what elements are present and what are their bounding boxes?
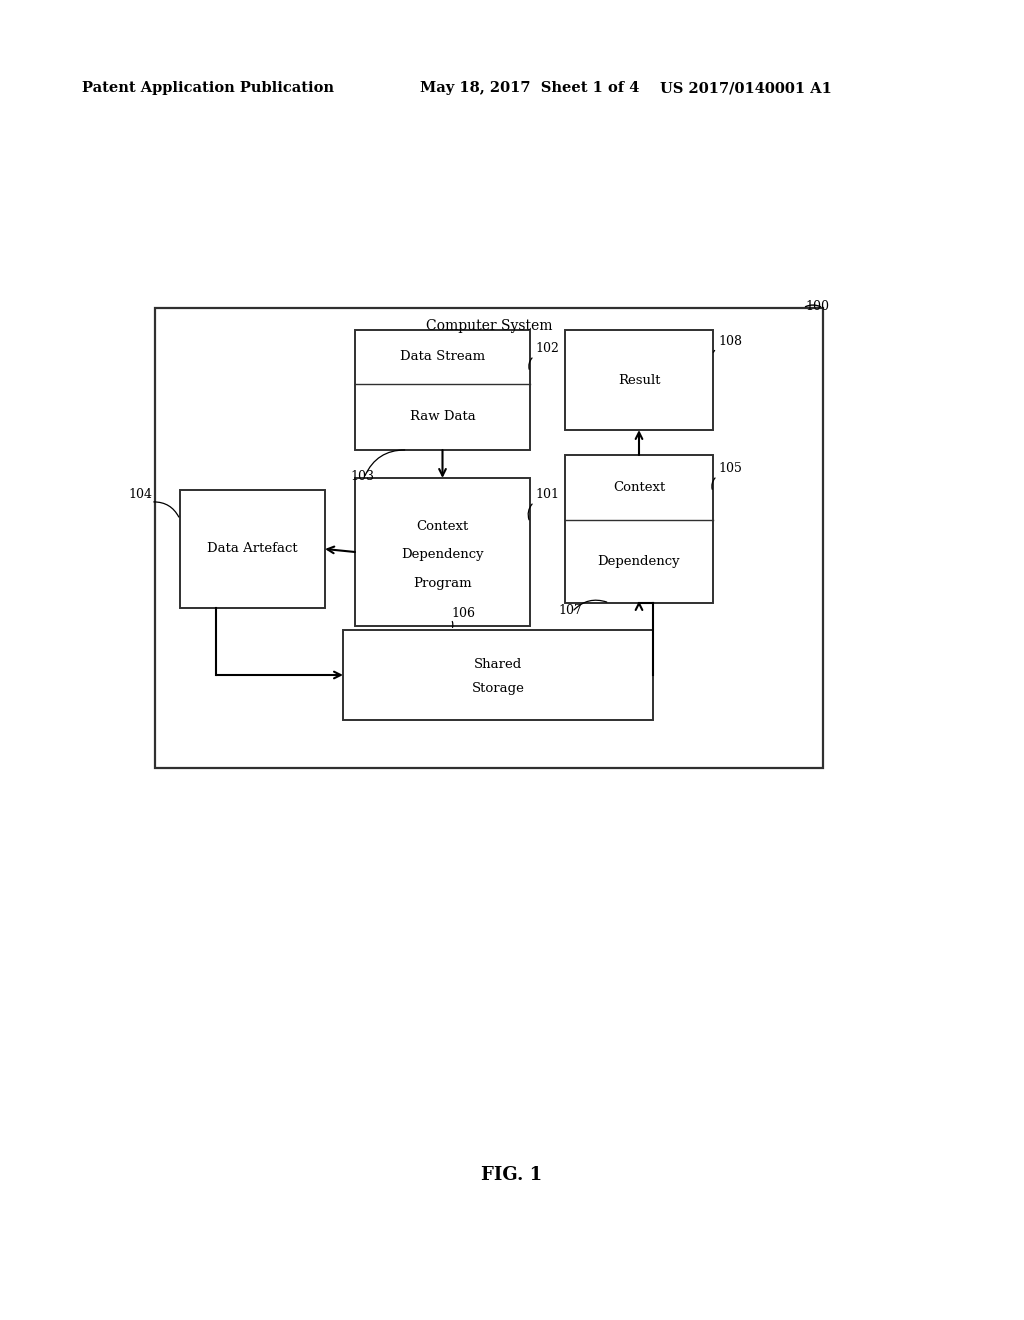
Text: Context: Context [613,480,666,494]
Text: Dependency: Dependency [401,549,483,561]
Bar [180,490,325,609]
Text: Computer System: Computer System [426,319,552,333]
Text: Patent Application Publication: Patent Application Publication [82,81,334,95]
Text: 106: 106 [451,607,475,620]
Text: 104: 104 [128,488,152,502]
Text: Raw Data: Raw Data [410,411,475,422]
Text: 108: 108 [718,335,742,348]
Text: Shared: Shared [474,657,522,671]
Text: Data Artefact: Data Artefact [207,543,298,556]
Bar [355,330,530,450]
Text: Program: Program [414,577,472,590]
Text: 101: 101 [535,488,559,502]
Bar [343,630,653,719]
Text: Result: Result [617,374,660,387]
Text: 102: 102 [535,342,559,355]
Text: Data Stream: Data Stream [400,350,485,363]
Bar [565,330,713,430]
Bar [155,308,823,768]
Text: Context: Context [417,520,469,533]
Text: May 18, 2017  Sheet 1 of 4: May 18, 2017 Sheet 1 of 4 [420,81,639,95]
Text: 105: 105 [718,462,741,475]
Text: Dependency: Dependency [598,554,680,568]
Bar [355,478,530,626]
Text: 107: 107 [558,605,582,616]
Bar [565,455,713,603]
Text: 100: 100 [805,300,829,313]
Text: US 2017/0140001 A1: US 2017/0140001 A1 [660,81,831,95]
Text: Storage: Storage [472,682,524,696]
Text: 103: 103 [350,470,374,483]
Text: FIG. 1: FIG. 1 [481,1166,543,1184]
